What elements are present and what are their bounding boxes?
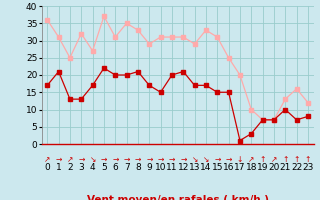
Text: ↑: ↑ xyxy=(260,155,266,164)
Text: →: → xyxy=(135,155,141,164)
Text: →: → xyxy=(101,155,107,164)
Text: ↗: ↗ xyxy=(271,155,277,164)
Text: ↘: ↘ xyxy=(89,155,96,164)
Text: →: → xyxy=(55,155,62,164)
Text: ↓: ↓ xyxy=(237,155,243,164)
Text: →: → xyxy=(214,155,220,164)
Text: ↘: ↘ xyxy=(203,155,209,164)
Text: ↑: ↑ xyxy=(293,155,300,164)
Text: →: → xyxy=(225,155,232,164)
Text: ↑: ↑ xyxy=(282,155,288,164)
Text: ↗: ↗ xyxy=(67,155,73,164)
X-axis label: Vent moyen/en rafales ( km/h ): Vent moyen/en rafales ( km/h ) xyxy=(87,195,268,200)
Text: →: → xyxy=(146,155,152,164)
Text: ↗: ↗ xyxy=(44,155,51,164)
Text: ↗: ↗ xyxy=(248,155,254,164)
Text: ↑: ↑ xyxy=(305,155,311,164)
Text: ↘: ↘ xyxy=(191,155,198,164)
Text: →: → xyxy=(78,155,84,164)
Text: →: → xyxy=(124,155,130,164)
Text: →: → xyxy=(112,155,118,164)
Text: →: → xyxy=(180,155,187,164)
Text: →: → xyxy=(157,155,164,164)
Text: →: → xyxy=(169,155,175,164)
